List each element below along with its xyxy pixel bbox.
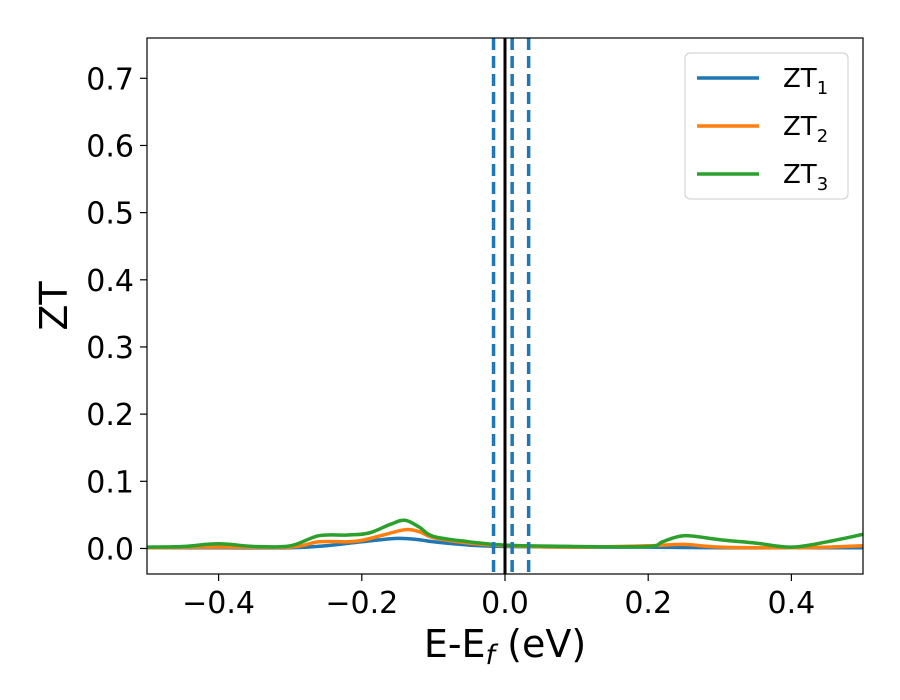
y-tick-label: 0.0 bbox=[86, 532, 134, 567]
x-tick-label: −0.4 bbox=[182, 586, 255, 621]
y-tick-label: 0.1 bbox=[86, 465, 134, 500]
legend-label-zt2: ZT2 bbox=[783, 112, 828, 147]
x-axis-label-unit: (eV) bbox=[495, 622, 586, 666]
y-tick-label: 0.4 bbox=[86, 264, 134, 299]
x-tick-label: −0.2 bbox=[325, 586, 398, 621]
legend-label-zt1: ZT1 bbox=[783, 64, 828, 99]
y-axis: 0.0 0.1 0.2 0.3 0.4 0.5 0.6 0.7 bbox=[86, 62, 147, 567]
legend-label-zt3: ZT3 bbox=[783, 160, 828, 195]
x-tick-label: 0.0 bbox=[481, 586, 529, 621]
y-axis-label: ZT bbox=[32, 281, 76, 331]
series-layer bbox=[147, 518, 863, 550]
legend: ZT1 ZT2 ZT3 bbox=[684, 52, 849, 200]
x-axis-label-main: E-E bbox=[424, 622, 486, 666]
y-tick-label: 0.6 bbox=[86, 129, 134, 164]
x-tick-label: 0.2 bbox=[624, 586, 672, 621]
y-tick-label: 0.2 bbox=[86, 398, 134, 433]
y-tick-label: 0.3 bbox=[86, 331, 134, 366]
x-axis-label: E-Ef (eV) bbox=[424, 622, 586, 671]
x-axis: −0.4 −0.2 0.0 0.2 0.4 bbox=[182, 574, 815, 621]
y-tick-label: 0.5 bbox=[86, 197, 134, 232]
series-line-zt3 bbox=[147, 518, 863, 549]
y-tick-label: 0.7 bbox=[86, 62, 134, 97]
legend-box bbox=[684, 52, 849, 200]
vline-layer bbox=[491, 38, 531, 574]
x-tick-label: 0.4 bbox=[768, 586, 816, 621]
